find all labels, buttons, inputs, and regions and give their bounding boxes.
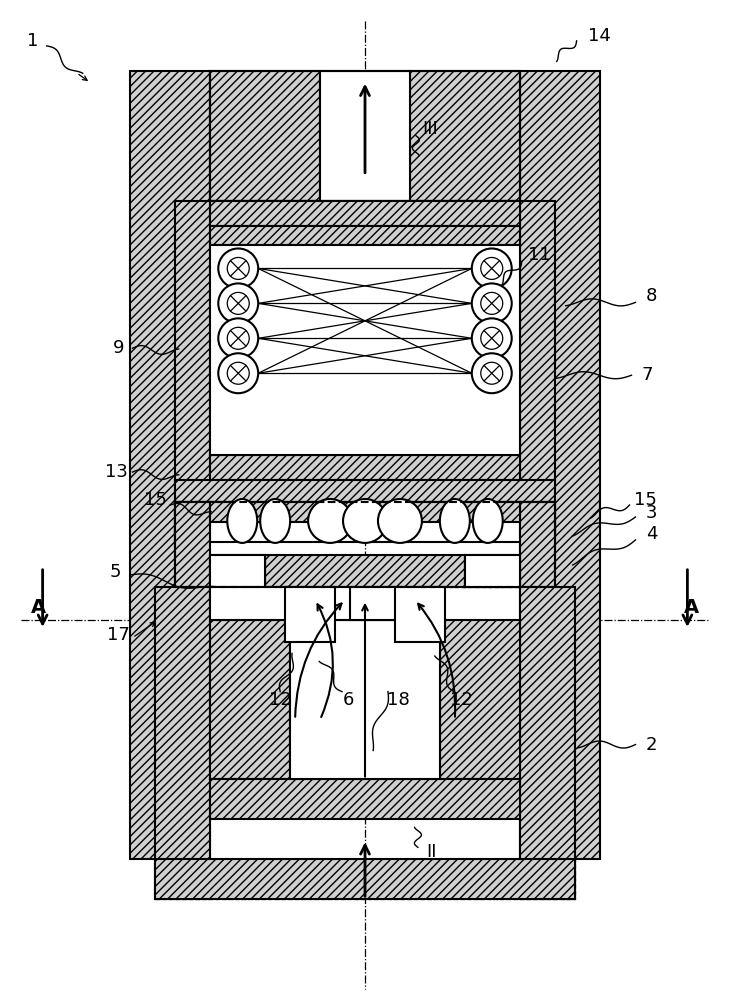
Circle shape	[472, 318, 512, 358]
Circle shape	[481, 257, 503, 279]
Bar	[175, 201, 210, 490]
Bar	[175, 480, 555, 502]
Bar	[520, 71, 599, 859]
Bar	[210, 455, 520, 480]
Bar	[175, 502, 555, 587]
Ellipse shape	[473, 499, 503, 543]
Ellipse shape	[308, 499, 352, 543]
Bar	[210, 226, 520, 245]
Bar	[350, 587, 430, 620]
Text: 14: 14	[588, 27, 611, 45]
Circle shape	[227, 362, 249, 384]
Bar	[465, 555, 520, 587]
Ellipse shape	[440, 499, 470, 543]
Text: 6: 6	[342, 691, 354, 709]
Text: 12: 12	[450, 691, 473, 709]
Circle shape	[481, 327, 503, 349]
Circle shape	[227, 257, 249, 279]
Bar	[175, 502, 210, 587]
Bar	[155, 587, 575, 899]
Bar	[210, 779, 520, 819]
Ellipse shape	[343, 499, 387, 543]
Circle shape	[472, 283, 512, 323]
Bar	[520, 587, 575, 899]
Bar	[210, 245, 520, 455]
Circle shape	[218, 353, 258, 393]
Ellipse shape	[227, 499, 257, 543]
Ellipse shape	[260, 499, 290, 543]
Bar	[210, 201, 520, 226]
Text: A: A	[31, 598, 46, 617]
Text: 5: 5	[110, 563, 121, 581]
Circle shape	[472, 248, 512, 288]
Bar	[320, 71, 410, 201]
Circle shape	[481, 362, 503, 384]
Bar	[131, 71, 210, 859]
Bar	[265, 555, 465, 587]
Text: A: A	[684, 598, 699, 617]
Bar	[210, 502, 520, 522]
Text: 9: 9	[112, 339, 124, 357]
Text: 15: 15	[144, 491, 167, 509]
Text: III: III	[422, 120, 438, 138]
Bar	[210, 587, 440, 620]
Text: 13: 13	[105, 463, 128, 481]
Bar	[395, 587, 445, 642]
Bar	[175, 502, 210, 542]
Text: 4: 4	[646, 525, 657, 543]
Ellipse shape	[378, 499, 422, 543]
Text: II: II	[426, 843, 437, 861]
Bar	[210, 71, 520, 201]
Text: 2: 2	[646, 736, 657, 754]
Circle shape	[481, 292, 503, 314]
Bar	[520, 201, 555, 490]
Bar	[155, 587, 210, 899]
Bar	[210, 71, 320, 201]
Text: 1: 1	[27, 32, 38, 50]
Text: 11: 11	[529, 246, 551, 264]
Bar	[210, 555, 265, 587]
Text: 3: 3	[646, 504, 657, 522]
Circle shape	[218, 318, 258, 358]
Circle shape	[218, 283, 258, 323]
Bar	[520, 502, 555, 542]
Text: 8: 8	[646, 287, 657, 305]
Text: 7: 7	[642, 366, 653, 384]
Bar	[440, 620, 520, 779]
Bar	[210, 201, 520, 226]
Text: 15: 15	[634, 491, 657, 509]
Text: 17: 17	[107, 626, 130, 644]
Bar	[175, 502, 555, 542]
Bar	[285, 587, 335, 642]
Text: 12: 12	[269, 691, 291, 709]
Circle shape	[227, 327, 249, 349]
Bar	[410, 71, 520, 201]
Circle shape	[218, 248, 258, 288]
Bar	[290, 620, 440, 779]
Bar	[155, 859, 575, 899]
Bar	[520, 502, 555, 587]
Circle shape	[227, 292, 249, 314]
Circle shape	[472, 353, 512, 393]
Bar	[465, 555, 520, 587]
Bar	[210, 620, 290, 779]
Text: 18: 18	[387, 691, 410, 709]
Bar	[210, 555, 265, 587]
